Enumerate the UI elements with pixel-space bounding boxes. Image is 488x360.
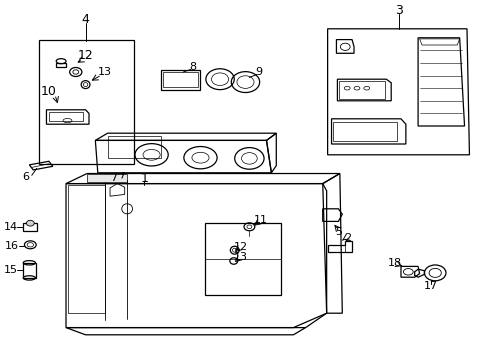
Text: 17: 17 <box>424 281 437 291</box>
Bar <box>39 40 134 164</box>
Text: 6: 6 <box>22 172 29 182</box>
Bar <box>338 81 385 99</box>
Text: 1: 1 <box>140 172 148 185</box>
Bar <box>107 136 161 158</box>
Polygon shape <box>87 174 127 182</box>
Text: 14: 14 <box>4 222 18 232</box>
Text: 12: 12 <box>78 49 93 62</box>
Text: 18: 18 <box>387 258 401 268</box>
Bar <box>161 70 200 90</box>
Text: 11: 11 <box>253 215 267 225</box>
Text: 13: 13 <box>98 67 112 77</box>
Text: 5: 5 <box>334 227 341 237</box>
Text: 3: 3 <box>394 4 402 17</box>
Ellipse shape <box>26 220 34 226</box>
Bar <box>23 223 37 231</box>
Text: 12: 12 <box>233 242 247 252</box>
Bar <box>205 223 281 295</box>
Text: 10: 10 <box>41 85 57 98</box>
Text: 16: 16 <box>5 240 19 251</box>
Text: 4: 4 <box>81 13 89 26</box>
Text: 9: 9 <box>255 67 262 77</box>
Bar <box>49 112 83 121</box>
Text: 2: 2 <box>343 233 350 243</box>
Bar <box>163 72 197 87</box>
Bar <box>23 263 36 278</box>
Text: 15: 15 <box>4 265 18 275</box>
Bar <box>333 122 396 141</box>
Text: 7: 7 <box>110 173 117 183</box>
Text: 8: 8 <box>189 62 196 72</box>
Text: 13: 13 <box>233 252 247 262</box>
